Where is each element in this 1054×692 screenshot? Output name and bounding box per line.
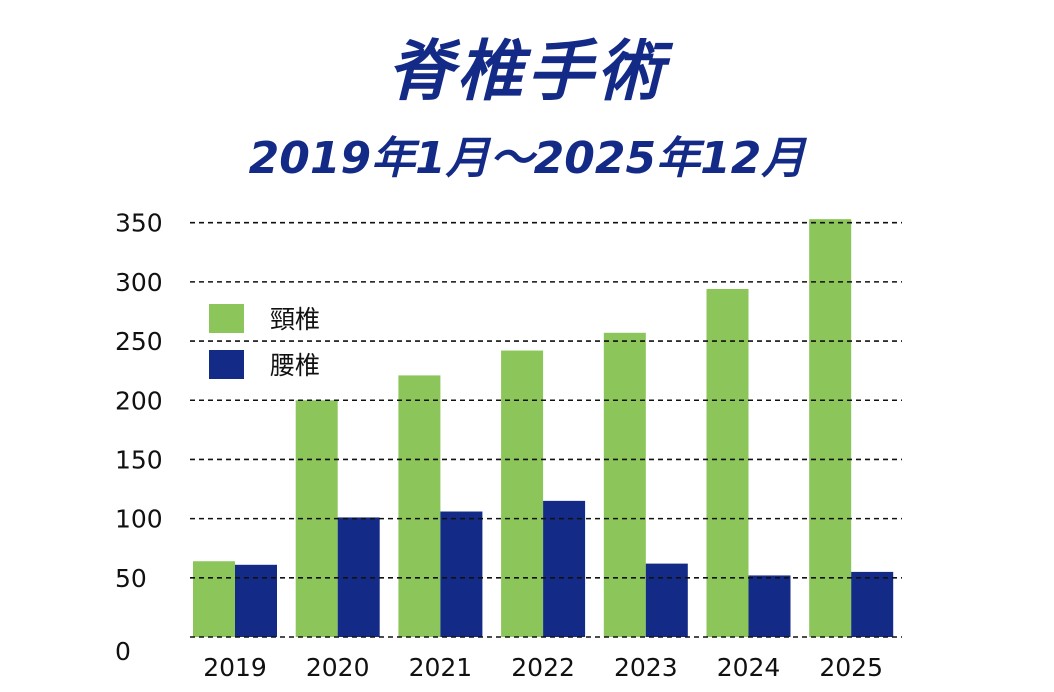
bar-腰椎-2023 bbox=[645, 563, 688, 637]
y-tick-label: 300 bbox=[115, 268, 163, 297]
y-tick-label: 350 bbox=[115, 209, 163, 238]
x-tick-label: 2019 bbox=[203, 653, 267, 682]
bar-腰椎-2019 bbox=[235, 564, 277, 637]
bar-腰椎-2024 bbox=[748, 575, 791, 637]
y-tick-label: 0 bbox=[115, 637, 131, 666]
x-tick-label: 2023 bbox=[614, 653, 678, 682]
x-tick-label: 2020 bbox=[306, 653, 370, 682]
y-tick-label: 200 bbox=[115, 386, 163, 415]
legend-swatch-1 bbox=[209, 350, 244, 379]
legend-label: 頸椎 bbox=[270, 305, 320, 334]
bar-頸椎-2023 bbox=[603, 332, 646, 637]
x-tick-label: 2024 bbox=[717, 653, 781, 682]
bar-頸椎-2019 bbox=[193, 561, 235, 637]
bar-腰椎-2021 bbox=[440, 511, 483, 637]
y-tick-label: 250 bbox=[115, 327, 163, 356]
chart-subtitle: 2019年1月～2025年12月 bbox=[248, 133, 806, 184]
bar-腰椎-2022 bbox=[543, 500, 586, 637]
legend-swatch-0 bbox=[209, 304, 244, 333]
chart-title: 脊椎手術 bbox=[387, 33, 667, 110]
y-tick-label: 50 bbox=[115, 564, 147, 593]
y-tick-label: 150 bbox=[115, 445, 163, 474]
x-tick-label: 2022 bbox=[511, 653, 575, 682]
x-tick-label: 2025 bbox=[819, 653, 883, 682]
x-tick-label: 2021 bbox=[409, 653, 473, 682]
bar-腰椎-2025 bbox=[851, 571, 894, 637]
bar-頸椎-2022 bbox=[501, 350, 544, 637]
legend-label: 腰椎 bbox=[270, 351, 320, 380]
bar-頸椎-2024 bbox=[706, 288, 749, 637]
y-tick-label: 100 bbox=[115, 505, 163, 534]
bar-頸椎-2021 bbox=[398, 375, 441, 637]
bar-頸椎-2025 bbox=[809, 219, 852, 637]
